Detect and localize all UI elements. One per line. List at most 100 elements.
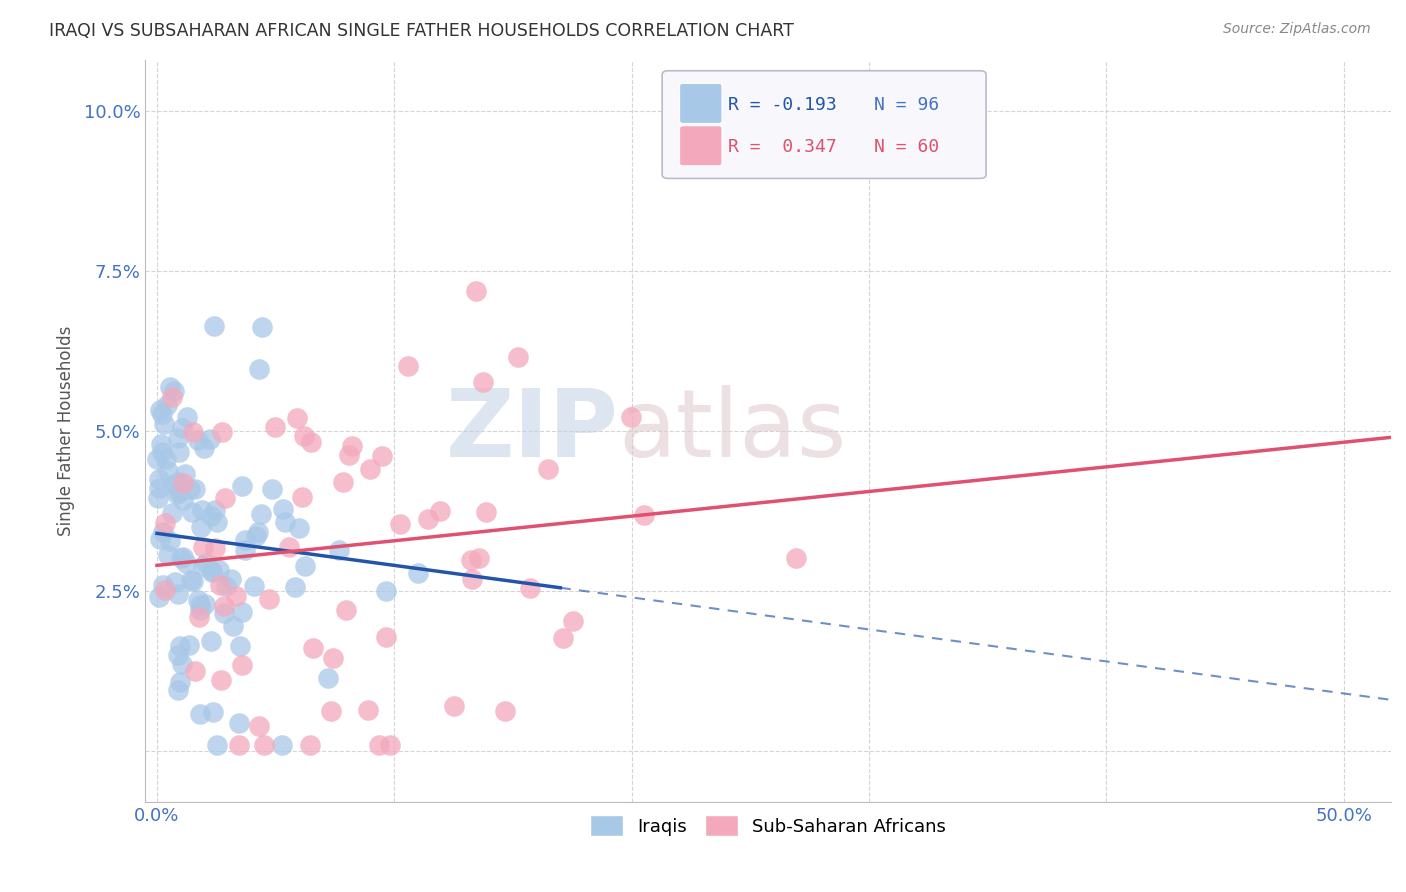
Point [195, 557, 218, 571]
Point [443, 698, 465, 713]
Point [169, 445, 191, 459]
Point [149, 532, 172, 546]
Point [152, 524, 174, 539]
Point [221, 572, 243, 586]
Point [228, 738, 250, 752]
Point [205, 515, 228, 529]
Point [375, 630, 398, 644]
Point [191, 502, 214, 516]
Point [475, 505, 498, 519]
Legend: Iraqis, Sub-Saharan Africans: Iraqis, Sub-Saharan Africans [581, 806, 955, 846]
Point [271, 502, 294, 516]
Point [163, 574, 186, 589]
Point [319, 704, 342, 718]
Point [163, 384, 186, 398]
Point [285, 411, 308, 425]
Point [180, 573, 202, 587]
Point [148, 472, 170, 486]
Point [247, 719, 270, 733]
Point [169, 674, 191, 689]
Point [179, 482, 201, 496]
Point [204, 541, 226, 555]
Point [340, 439, 363, 453]
Point [167, 648, 190, 662]
Point [249, 507, 271, 521]
Point [302, 640, 325, 655]
Point [181, 425, 204, 439]
Point [328, 542, 350, 557]
Point [181, 574, 204, 589]
Point [214, 579, 236, 593]
Point [152, 445, 174, 459]
Point [374, 583, 396, 598]
Point [188, 599, 211, 613]
Point [155, 451, 177, 466]
Point [202, 318, 225, 333]
Point [173, 475, 195, 490]
Point [472, 375, 495, 389]
FancyBboxPatch shape [679, 83, 721, 123]
Point [519, 581, 541, 595]
Point [212, 599, 235, 613]
Point [167, 682, 190, 697]
Point [149, 436, 172, 450]
Text: R =  0.347: R = 0.347 [728, 138, 837, 156]
Point [148, 590, 170, 604]
Point [156, 548, 179, 562]
Point [177, 638, 200, 652]
Point [167, 485, 190, 500]
FancyBboxPatch shape [679, 126, 721, 166]
Point [188, 603, 211, 617]
Text: N = 96: N = 96 [875, 96, 939, 114]
Point [191, 541, 214, 555]
Point [233, 542, 256, 557]
Point [292, 429, 315, 443]
Point [785, 551, 807, 566]
Point [229, 639, 252, 653]
Point [214, 491, 236, 505]
Point [231, 657, 253, 672]
Point [247, 362, 270, 376]
Point [298, 738, 321, 752]
Point [186, 592, 208, 607]
Point [620, 410, 643, 425]
Point [228, 716, 250, 731]
Point [193, 441, 215, 455]
Point [153, 516, 176, 530]
Point [193, 559, 215, 574]
Point [406, 566, 429, 580]
Point [464, 284, 486, 298]
Point [225, 589, 247, 603]
Text: N = 60: N = 60 [875, 138, 939, 156]
Point [183, 664, 205, 678]
Point [162, 478, 184, 492]
Point [166, 586, 188, 600]
Point [201, 564, 224, 578]
Point [167, 431, 190, 445]
Point [153, 417, 176, 431]
Point [460, 553, 482, 567]
Text: Source: ZipAtlas.com: Source: ZipAtlas.com [1223, 22, 1371, 37]
Point [187, 433, 209, 447]
Point [388, 516, 411, 531]
Point [208, 563, 231, 577]
Point [231, 478, 253, 492]
Point [537, 461, 560, 475]
Point [562, 614, 585, 628]
Point [169, 640, 191, 654]
Point [247, 525, 270, 540]
Point [337, 448, 360, 462]
Point [257, 592, 280, 607]
Point [208, 578, 231, 592]
Point [205, 738, 228, 752]
Point [152, 578, 174, 592]
Point [198, 432, 221, 446]
Text: IRAQI VS SUBSAHARAN AFRICAN SINGLE FATHER HOUSEHOLDS CORRELATION CHART: IRAQI VS SUBSAHARAN AFRICAN SINGLE FATHE… [49, 22, 794, 40]
Point [429, 504, 451, 518]
FancyBboxPatch shape [662, 70, 986, 178]
Point [209, 673, 232, 688]
Point [551, 631, 574, 645]
Point [250, 319, 273, 334]
Point [156, 464, 179, 478]
Point [396, 359, 419, 373]
